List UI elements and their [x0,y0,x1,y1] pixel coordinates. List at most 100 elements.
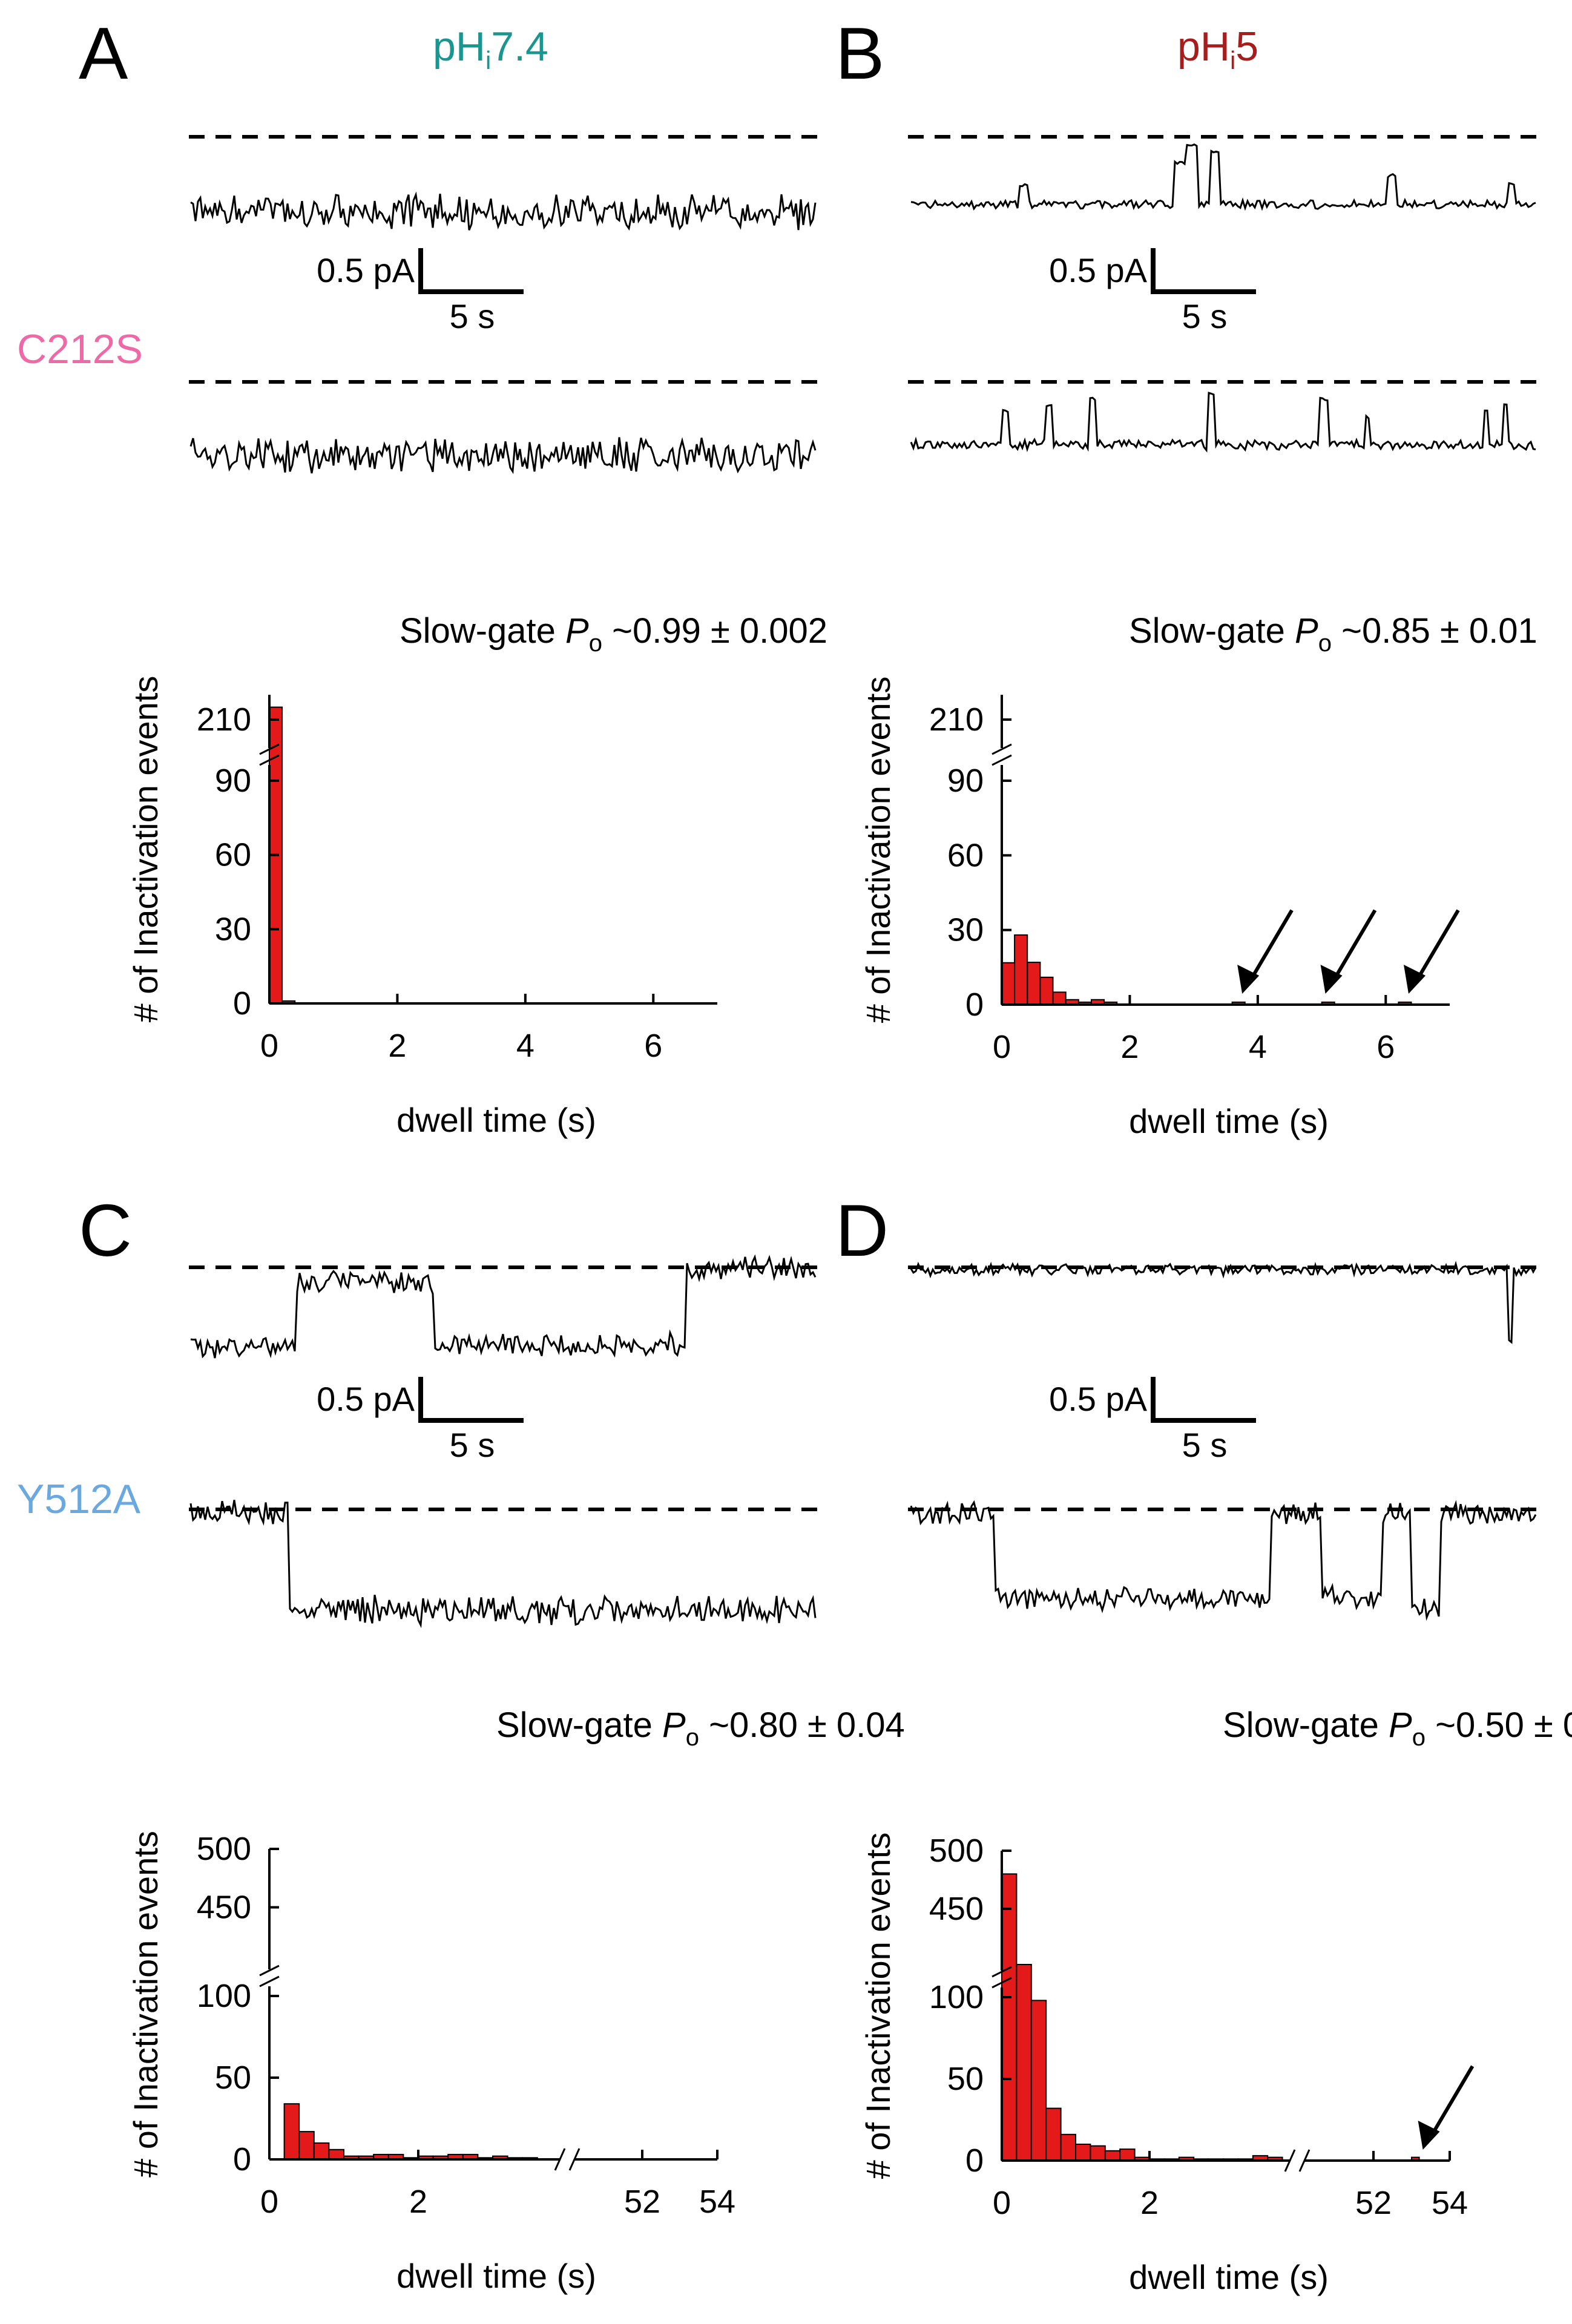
x-tick-label-c-3: 54 [699,2184,735,2220]
x-tick-label-a-3: 6 [644,1028,662,1064]
arrow-head-b-0 [1237,965,1260,994]
hist-bar-d-7 [1104,2150,1121,2162]
scale-current-b: 0.5 pA [1049,251,1148,289]
scale-time-c: 5 s [450,1426,495,1464]
hist-bar-b-0 [1001,962,1016,1006]
x-axis-break-c [554,2148,580,2171]
scale-time-b: 5 s [1182,297,1228,335]
hist-bar-d-8 [1119,2148,1136,2162]
hist-bar-d-3 [1045,2107,1062,2162]
hist-bar-d-4 [1060,2133,1076,2162]
y-tick-label-a-3: 90 [215,763,251,799]
condition-label-ph5: pHi5 [1177,24,1258,74]
scale-current-d: 0.5 pA [1049,1380,1148,1418]
arrow-head-d-0 [1418,2121,1440,2150]
x-axis-label-a: dwell time (s) [396,1101,596,1139]
y-tick-label-c-1: 50 [215,2060,251,2096]
x-tick-label-d-0: 0 [993,2185,1011,2221]
current-trace-b2 [910,392,1536,453]
title-value-d: ~0.50 ± 0.15 [1426,1705,1572,1745]
title-sub-a: o [589,630,602,657]
y-tick-label-a-4: 210 [197,701,251,738]
scale-current-c: 0.5 pA [317,1380,415,1418]
x-tick-label-c-0: 0 [260,2184,278,2220]
current-trace-d1 [910,1261,1537,1344]
title-value-c: ~0.80 ± 0.04 [699,1705,905,1745]
title-prefix-b: Slow-gate [1129,611,1295,651]
panel-label-a: A [79,12,128,94]
panel-label-c: C [79,1189,132,1272]
hist-bar-d-0 [1001,1873,1018,2161]
x-axis-label-b: dwell time (s) [1129,1102,1329,1140]
y-axis-label-a: # of Inactivation events [127,676,165,1023]
y-tick-label-c-3: 450 [197,1889,251,1926]
arrow-head-b-2 [1404,965,1426,994]
hist-title-c: Slow-gate Po ~0.80 ± 0.04 [496,1705,905,1751]
title-p-c: P [662,1705,686,1745]
scale-bar-d [1151,1377,1256,1423]
y-tick-label-d-1: 50 [947,2061,984,2097]
histogram-a: Slow-gate Po ~0.99 ± 0.002 0 30 60 90 210 0 2 4 6… [127,611,827,1139]
scale-bar-a [418,248,524,294]
hist-bar-d-2 [1030,2000,1047,2161]
x-tick-label-b-3: 6 [1376,1029,1395,1065]
current-trace-c2 [189,1500,817,1629]
current-trace-d2 [910,1500,1537,1621]
current-trace-b1 [910,143,1536,211]
scale-time-d: 5 s [1182,1426,1228,1464]
arrow-head-b-1 [1320,965,1343,994]
y-tick-label-b-0: 0 [965,986,984,1023]
scale-current-a: 0.5 pA [317,251,415,289]
panel-label-d: D [835,1189,889,1272]
condition-label-ph74: pHi7.4 [433,24,548,74]
arrow-shaft-b-1 [1329,909,1377,985]
hist-bar-c-2 [298,2131,315,2161]
hist-bar-c-3 [313,2142,330,2160]
panel-label-b: B [835,12,884,94]
current-trace-a1 [190,191,817,231]
x-tick-label-b-0: 0 [993,1029,1011,1065]
x-tick-label-b-2: 4 [1249,1029,1267,1065]
hist-bar-b-1 [1014,934,1028,1006]
x-tick-label-b-1: 2 [1120,1029,1139,1065]
hist-bar-d-6 [1090,2145,1106,2161]
title-p-a: P [565,611,589,651]
y-axis-break-a [259,743,280,766]
hist-title-a: Slow-gate Po ~0.99 ± 0.002 [400,611,827,657]
hist-title-b: Slow-gate Po ~0.85 ± 0.01 [1129,611,1537,657]
x-axis-label-c: dwell time (s) [396,2257,596,2295]
title-prefix-d: Slow-gate [1223,1705,1389,1745]
mutant-label-y512a: Y512A [17,1476,141,1522]
y-axis-label-d: # of Inactivation events [859,1833,897,2179]
x-tick-label-d-1: 2 [1140,2185,1159,2221]
y-tick-label-a-2: 60 [215,837,251,873]
hist-bar-d-5 [1075,2144,1091,2161]
title-prefix-a: Slow-gate [400,611,565,651]
arrow-shaft-b-0 [1246,909,1294,985]
x-tick-label-c-2: 52 [624,2184,660,2220]
y-tick-label-a-1: 30 [215,911,251,947]
y-tick-label-b-2: 60 [947,837,984,873]
y-tick-label-c-0: 0 [233,2141,251,2178]
scale-time-a: 5 s [450,297,495,335]
scale-bar-b [1151,248,1256,294]
x-axis-break-d [1284,2149,1311,2172]
arrow-shaft-b-2 [1413,909,1460,985]
y-tick-label-b-3: 90 [947,763,984,799]
x-tick-label-a-1: 2 [388,1028,406,1064]
title-sub-d: o [1412,1724,1426,1751]
y-tick-label-a-0: 0 [233,985,251,1022]
title-value-b: ~0.85 ± 0.01 [1332,611,1537,651]
title-prefix-c: Slow-gate [496,1705,662,1745]
x-tick-label-d-3: 54 [1432,2185,1468,2221]
scale-bar-c [418,1377,524,1423]
hist-bar-b-4 [1052,991,1067,1006]
x-tick-label-a-2: 4 [516,1028,534,1064]
y-tick-label-d-4: 500 [929,1833,984,1869]
histogram-d: Slow-gate Po ~0.50 ± 0.15 0 50 100 450 500 0 2 5… [859,1705,1572,2296]
current-trace-c1 [190,1254,817,1359]
title-value-a: ~0.99 ± 0.002 [602,611,827,651]
y-tick-label-b-1: 30 [947,912,984,948]
arrow-shaft-d-0 [1427,2065,1475,2141]
